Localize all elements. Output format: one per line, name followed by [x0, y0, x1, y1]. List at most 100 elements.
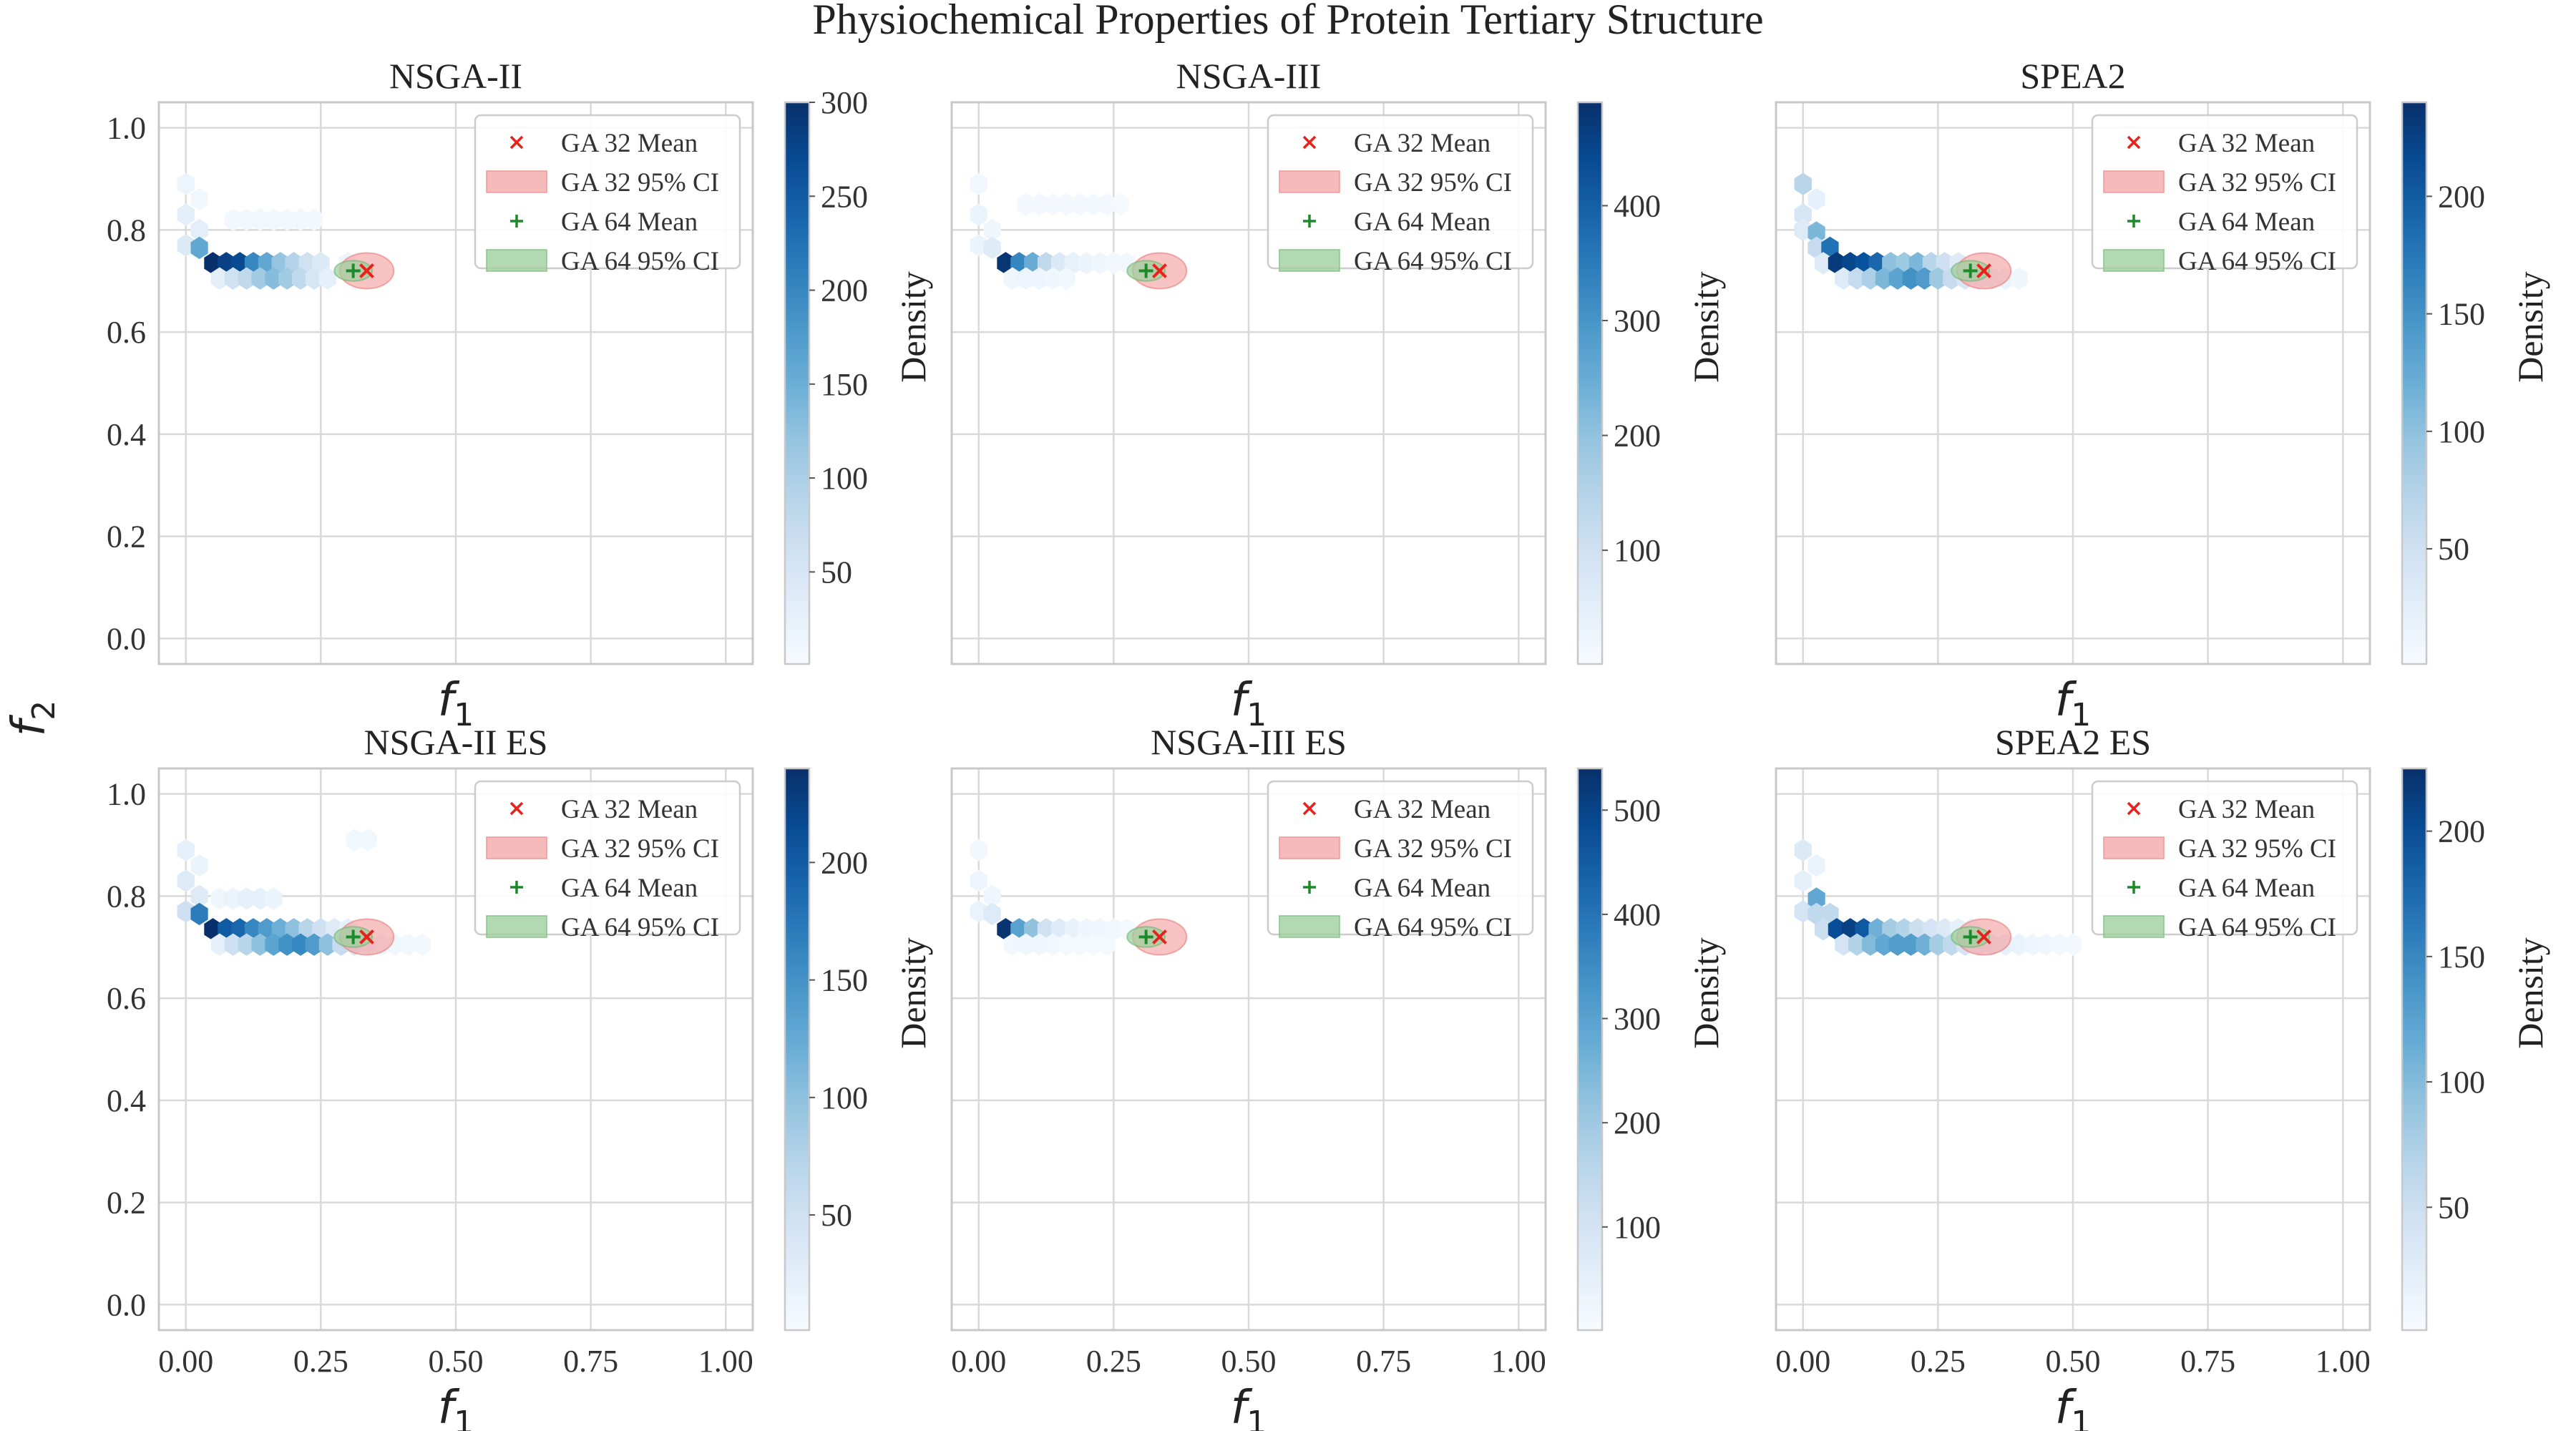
subplot-title: NSGA-II ES: [364, 722, 548, 762]
x-tick-label: 0.00: [951, 1344, 1006, 1379]
legend-box: [2091, 114, 2358, 270]
hexbin-cell: [265, 887, 283, 910]
hexbin-cell: [1037, 252, 1055, 275]
colorbar-label: Density: [1686, 937, 1726, 1049]
hexbin-cell: [1003, 267, 1021, 290]
legend-ga64-ci-swatch: [2103, 249, 2165, 272]
hexbin-cell: [285, 252, 303, 275]
legend-ga32-mean-icon: [2127, 801, 2141, 816]
x-tick-label: 0.25: [1911, 1344, 1966, 1379]
legend-entry-label: GA 64 Mean: [2178, 874, 2315, 903]
hexbin-cell: [1807, 887, 1825, 910]
hexbin-cell: [1037, 918, 1055, 941]
hexbin-cell: [1058, 267, 1075, 290]
legend-ga32-ci-swatch: [2103, 170, 2165, 193]
y-tick-label: 0.6: [107, 981, 146, 1016]
hexbin-cell: [190, 902, 208, 926]
hexbin-cell: [1071, 933, 1089, 956]
hexbin-cell: [244, 918, 263, 941]
hexbin-cell: [210, 933, 228, 956]
figure-title: Physiochemical Properties of Protein Ter…: [812, 0, 1763, 43]
hexbin-cell: [278, 208, 296, 231]
hexbin-cell: [291, 933, 310, 956]
hexbin-cell: [1908, 918, 1927, 941]
colorbar-tick-label: 50: [821, 1198, 852, 1233]
hexbin-cell: [2064, 933, 2082, 956]
x-axis-label-subscript: 1: [454, 1405, 474, 1431]
colorbar-tick-label: 100: [2438, 1065, 2485, 1100]
hexbin-cell: [1835, 933, 1853, 956]
hexbin-cell: [1814, 252, 1833, 275]
legend-entry-label: GA 64 95% CI: [2178, 247, 2336, 276]
hexbin-cell: [318, 267, 336, 290]
legend-ga64-ci-swatch: [2103, 915, 2165, 938]
x-tick-label: 1.00: [2316, 1344, 2371, 1379]
hexbin-cell: [1916, 267, 1933, 290]
colorbar-tick-label: 150: [821, 367, 868, 402]
y-tick-label: 0.8: [107, 879, 146, 914]
plot-frame: [950, 101, 1547, 665]
hexbin-cell: [1888, 267, 1906, 290]
legend-entry-label: GA 32 95% CI: [2178, 834, 2336, 864]
colorbar-tick-label: 300: [1614, 303, 1661, 338]
hexbin-cell: [1908, 252, 1927, 275]
hexbin-cell: [1855, 252, 1873, 275]
colorbar-tick-label: 500: [1614, 793, 1661, 828]
colorbar-tick-label: 250: [821, 179, 868, 214]
hexbin-cell: [1848, 933, 1866, 956]
legend-box: [1267, 780, 1534, 936]
hexbin-cell: [970, 203, 987, 226]
colorbar-tick-label: 150: [2438, 297, 2485, 332]
legend: GA 32 Mean GA 32 95% CI GA 64 Mean GA 64 95…: [1267, 114, 1534, 276]
hexbin-cell: [1098, 933, 1116, 956]
subplot-nsga-ii-es: NSGA-II ES 0.0 0.2 0.4 0.6 0.8 1.0 0.00 0.25 0.50…: [107, 722, 933, 1431]
legend-ga64-mean-icon: [2127, 881, 2140, 894]
ga32-mean-stroke-b: [1976, 929, 1991, 944]
ga64-mean-marker: [346, 929, 361, 944]
hexbin-cell: [1105, 252, 1123, 275]
hexbin-cell: [970, 839, 987, 861]
ga32-mean-stroke-b: [1976, 263, 1991, 278]
hexbin-cell: [983, 902, 1001, 926]
colorbar-tick-label: 200: [1614, 1105, 1661, 1141]
legend-ga32-ci-swatch: [486, 170, 547, 193]
x-tick-label: 0.00: [1775, 1344, 1830, 1379]
legend-box: [474, 114, 741, 270]
x-axis-label: f1: [438, 1382, 474, 1431]
hexbin-cell: [1835, 267, 1853, 290]
hexbin-cell: [177, 900, 195, 923]
hexbin-cell: [265, 267, 283, 290]
hexbin-cell: [224, 208, 242, 231]
hexbin-cell: [1017, 933, 1035, 956]
colorbar-tick-label: 100: [1614, 1210, 1661, 1245]
legend-ga32-ci-swatch: [486, 836, 547, 859]
hexbin-cell: [1848, 267, 1866, 290]
hexbin-cell: [1058, 933, 1075, 956]
hexbin-cell: [224, 933, 242, 956]
colorbar-tick-label: 150: [821, 963, 868, 998]
hexbin-cell: [1814, 918, 1833, 941]
colorbar: [1576, 767, 1604, 1332]
hexbin-cell: [218, 252, 235, 275]
x-tick-label: 0.50: [2046, 1344, 2101, 1379]
subplot-title: SPEA2: [2020, 56, 2125, 96]
hexbin-cell: [238, 933, 255, 956]
hexbin-cell: [1821, 236, 1839, 260]
hexbin-cell: [1807, 236, 1825, 260]
legend-x-stroke: [509, 801, 524, 816]
hexbin-cell: [1868, 918, 1886, 941]
hexbin-cell: [2010, 933, 2028, 956]
hexbin-cell: [1807, 854, 1825, 877]
hexbin-cell: [1916, 933, 1933, 956]
hexbin-cell: [1024, 252, 1042, 275]
ga64-mean-marker: [1963, 263, 1978, 278]
y-tick-label: 0.6: [107, 315, 146, 350]
legend-entry-label: GA 32 Mean: [561, 795, 698, 824]
hexbin-cell: [1929, 267, 1947, 290]
plot-frame: [157, 767, 754, 1332]
legend-ga64-mean-icon: [1303, 215, 1316, 228]
hexbin-cell: [1078, 918, 1096, 941]
hexbin-cell: [1058, 193, 1075, 216]
ga64-mean-marker: [1138, 263, 1153, 278]
hexbin-cell: [1111, 193, 1129, 216]
